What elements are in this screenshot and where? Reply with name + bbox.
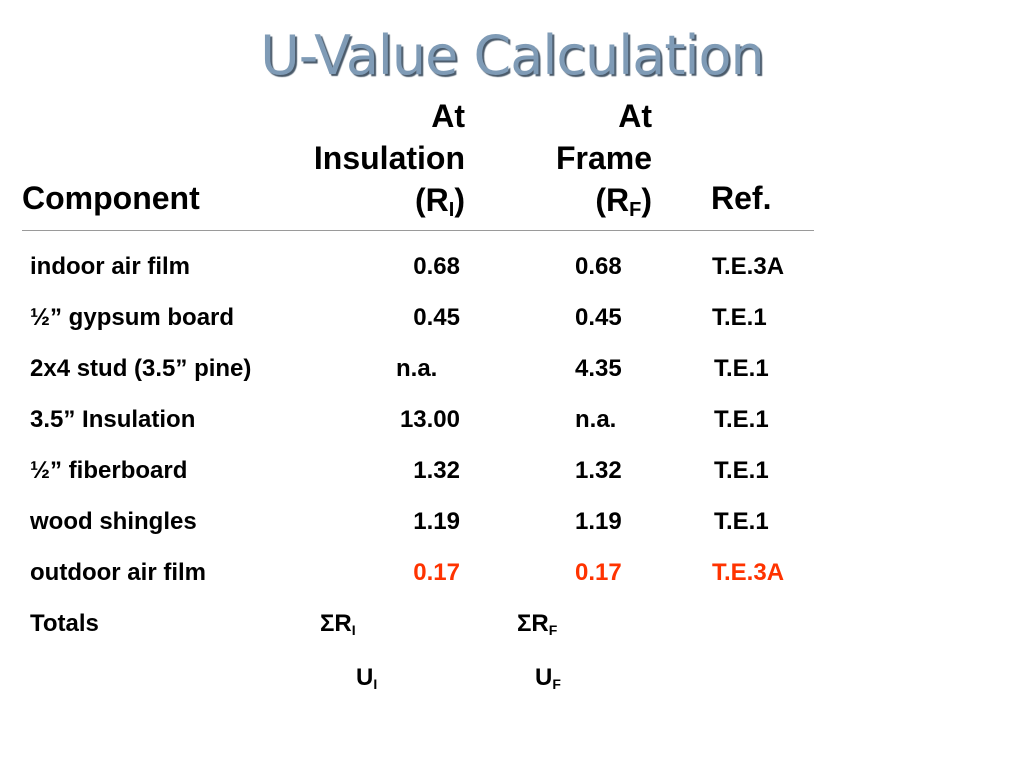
row-7-insulation: 0.17 [413, 559, 460, 586]
row-6-insulation: 1.19 [413, 508, 460, 535]
row-7-frame: 0.17 [575, 559, 622, 586]
header-component: Component [22, 180, 200, 216]
totals-label: Totals [30, 610, 99, 637]
header-insulation-symbol: (RI) [415, 182, 465, 221]
totals-u-insulation: UI [356, 664, 378, 692]
header-insulation-line2: Insulation [313, 140, 465, 176]
row-6-ref: T.E.1 [714, 508, 769, 535]
header-ref: Ref. [711, 180, 772, 216]
header-frame: At Frame (RF) [480, 95, 652, 221]
row-3-insulation: n.a. [396, 355, 438, 382]
row-5-ref: T.E.1 [714, 457, 769, 484]
row-2-frame: 0.45 [575, 304, 622, 331]
row-1-frame: 0.68 [575, 253, 622, 280]
row-1-insulation: 0.68 [413, 253, 460, 280]
row-2-ref: T.E.1 [712, 304, 767, 331]
row-4-frame: n.a. [575, 406, 617, 433]
header-frame-line2: Frame [555, 140, 652, 176]
row-4-insulation: 13.00 [399, 406, 460, 433]
totals-sum-insulation: ΣRI [320, 610, 356, 638]
row-3-component: 2x4 stud (3.5” pine) [30, 355, 252, 382]
totals-u-frame: UF [535, 664, 561, 692]
row-1-component: indoor air film [30, 253, 191, 280]
row-4-ref: T.E.1 [714, 406, 769, 433]
totals-sum-frame: ΣRF [517, 610, 558, 638]
row-6-component: wood shingles [30, 508, 197, 535]
row-7-component: outdoor air film [30, 559, 206, 586]
row-3-frame: 4.35 [575, 355, 622, 382]
header-insulation-line1: At [431, 98, 465, 134]
row-5-component: ½” fiberboard [30, 457, 188, 484]
header-insulation: At Insulation (RI) [250, 95, 465, 221]
row-7-ref: T.E.3A [712, 559, 785, 586]
header-frame-line1: At [618, 98, 652, 134]
row-6-frame: 1.19 [575, 508, 622, 535]
row-2-component: ½” gypsum board [30, 304, 235, 331]
row-1-ref: T.E.3A [712, 253, 785, 280]
row-5-frame: 1.32 [575, 457, 622, 484]
row-5-insulation: 1.32 [413, 457, 460, 484]
row-2-insulation: 0.45 [413, 304, 460, 331]
header-frame-symbol: (RF) [595, 182, 652, 221]
row-3-ref: T.E.1 [714, 355, 769, 382]
header-divider [22, 230, 814, 231]
row-4-component: 3.5” Insulation [30, 406, 196, 433]
slide-title: U-Value Calculation [260, 24, 765, 87]
